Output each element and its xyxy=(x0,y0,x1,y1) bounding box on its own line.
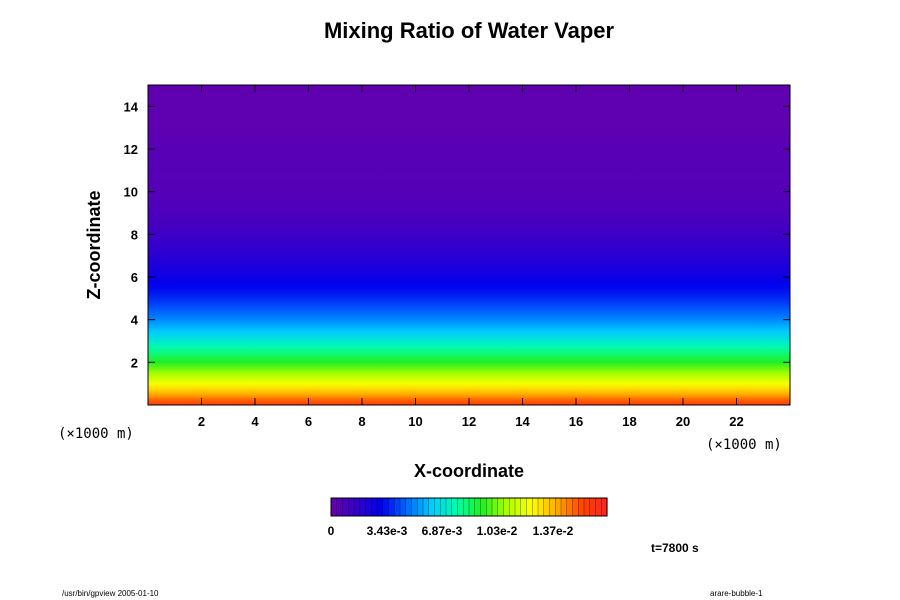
y-axis-ticks: 2 4 6 8 10 12 14 xyxy=(124,99,790,370)
colorbar-cell xyxy=(589,498,597,516)
colorbar-labels: 0 3.43e-3 6.87e-3 1.03e-2 1.37e-2 xyxy=(328,524,574,538)
colorbar-cell xyxy=(503,498,510,516)
colorbar-cell xyxy=(371,498,378,516)
colorbar-cell xyxy=(457,498,464,516)
colorbar-cell xyxy=(538,498,545,516)
colorbar-cell xyxy=(417,498,424,516)
colorbar-cell xyxy=(336,498,344,516)
colorbar-cell xyxy=(561,498,568,516)
colorbar-cell xyxy=(342,498,349,516)
colorbar-label: 6.87e-3 xyxy=(422,524,463,538)
colorbar-cell xyxy=(331,498,338,516)
x-tick-label: 10 xyxy=(408,414,422,429)
colorbar-cell xyxy=(578,498,585,516)
colorbar-cell xyxy=(520,498,528,516)
colorbar-cell xyxy=(480,498,487,516)
colorbar-cell xyxy=(405,498,413,516)
x-axis-ticks: 2 4 6 8 10 12 14 16 18 20 22 xyxy=(198,85,744,429)
x-tick-label: 6 xyxy=(305,414,312,429)
colorbar-cell xyxy=(388,498,395,516)
x-tick-label: 2 xyxy=(198,414,205,429)
y-tick-label: 4 xyxy=(131,313,139,328)
colorbar-cell xyxy=(377,498,384,516)
colorbar-cell xyxy=(463,498,470,516)
colorbar-cell xyxy=(382,498,390,516)
z-unit-label: (×1000 m) xyxy=(58,426,134,442)
y-tick-label: 12 xyxy=(124,142,138,157)
colorbar-cell xyxy=(451,498,459,516)
colorbar xyxy=(331,498,608,516)
x-tick-label: 14 xyxy=(515,414,530,429)
colorbar-cell xyxy=(359,498,367,516)
colorbar-cell xyxy=(400,498,407,516)
colorbar-label: 0 xyxy=(328,524,335,538)
colorbar-cell xyxy=(492,498,499,516)
y-tick-label: 8 xyxy=(131,227,138,242)
colorbar-cell xyxy=(486,498,493,516)
y-axis-label: Z-coordinate xyxy=(84,190,104,299)
colorbar-cell xyxy=(434,498,441,516)
colorbar-cell xyxy=(549,498,556,516)
colorbar-cell xyxy=(365,498,372,516)
x-tick-label: 16 xyxy=(569,414,583,429)
colorbar-cell xyxy=(526,498,533,516)
x-tick-label: 22 xyxy=(729,414,743,429)
x-tick-label: 18 xyxy=(622,414,636,429)
colorbar-cell xyxy=(497,498,505,516)
colorbar-cell xyxy=(440,498,447,516)
colorbar-label: 3.43e-3 xyxy=(367,524,408,538)
footer-right: arare-bubble-1 xyxy=(710,589,763,598)
colorbar-cell xyxy=(532,498,539,516)
colorbar-cell xyxy=(584,498,591,516)
chart-title: Mixing Ratio of Water Vaper xyxy=(324,18,615,43)
colorbar-label: 1.37e-2 xyxy=(533,524,574,538)
colorbar-cell xyxy=(509,498,516,516)
colorbar-cell xyxy=(469,498,476,516)
colorbar-cell xyxy=(428,498,436,516)
x-axis-label: X-coordinate xyxy=(414,461,524,481)
x-unit-label: (×1000 m) xyxy=(706,437,782,453)
x-tick-label: 4 xyxy=(251,414,259,429)
colorbar-cell xyxy=(423,498,430,516)
footer-left: /usr/bin/gpview 2005-01-10 xyxy=(62,589,159,598)
colorbar-cell xyxy=(411,498,418,516)
colorbar-cell xyxy=(543,498,551,516)
colorbar-cell xyxy=(474,498,482,516)
x-tick-label: 8 xyxy=(358,414,365,429)
heatmap-field xyxy=(148,85,790,405)
x-tick-label: 20 xyxy=(676,414,690,429)
colorbar-cell xyxy=(446,498,453,516)
colorbar-label: 1.03e-2 xyxy=(477,524,518,538)
colorbar-cell xyxy=(555,498,562,516)
colorbar-cell xyxy=(572,498,579,516)
colorbar-cell xyxy=(566,498,574,516)
colorbar-cell xyxy=(394,498,401,516)
x-tick-label: 12 xyxy=(462,414,476,429)
heatmap-cell xyxy=(148,85,790,405)
time-label: t=7800 s xyxy=(651,541,699,555)
y-tick-label: 6 xyxy=(131,270,138,285)
y-tick-label: 2 xyxy=(131,355,138,370)
colorbar-cell xyxy=(595,498,602,516)
colorbar-cell xyxy=(354,498,361,516)
colorbar-cell xyxy=(348,498,355,516)
y-tick-label: 10 xyxy=(124,185,138,200)
colorbar-frame xyxy=(330,497,608,517)
colorbar-cell xyxy=(515,498,522,516)
y-tick-label: 14 xyxy=(124,99,139,114)
colorbar-cell xyxy=(601,498,608,516)
